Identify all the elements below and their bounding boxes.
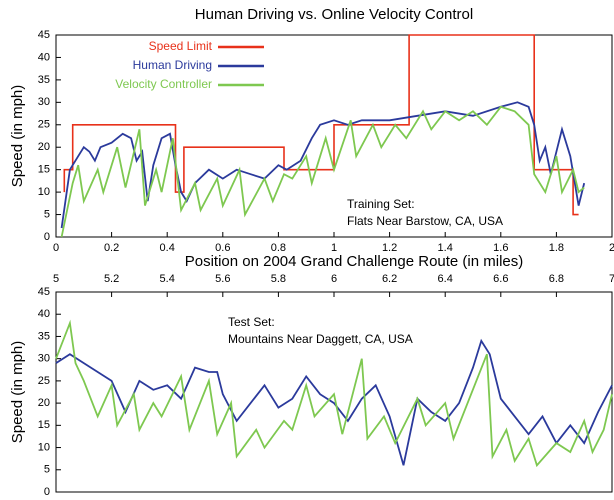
y-tick-label: 40 [38,51,50,63]
x-tick-label: 5.4 [160,273,175,285]
y-tick-label: 0 [44,231,50,243]
plot-frame [55,291,613,493]
y-tick-label: 25 [38,119,50,131]
x-tick-label: 0.2 [104,242,119,254]
y-tick-label: 10 [38,441,50,453]
legend-label: Speed Limit [149,39,213,53]
x-tick-label: 2 [609,242,614,254]
y-tick-label: 30 [38,353,50,365]
x-tick-label: 5 [53,273,59,285]
y-tick-label: 15 [38,164,50,176]
y-tick-label: 15 [38,419,50,431]
annotation: Mountains Near Daggett, CA, USA [228,332,413,346]
x-tick-label: 6 [331,273,337,285]
x-tick-label: 0 [53,242,59,254]
x-tick-label: 5.8 [271,273,286,285]
x-tick-label: 0.8 [271,242,286,254]
series-line [60,105,585,238]
x-tick-label: 1.8 [549,242,564,254]
y-axis-label: Speed (in mph) [9,85,26,188]
y-tick-label: 40 [38,308,50,320]
series-line [60,101,586,229]
legend-label: Human Driving [133,58,212,72]
series-line [55,319,613,468]
x-tick-label: 7 [609,273,614,285]
x-tick-label: 1.6 [493,242,508,254]
y-tick-label: 0 [44,486,50,498]
x-tick-label: 6.2 [382,273,397,285]
x-tick-label: 5.6 [215,273,230,285]
x-tick-label: 0.6 [215,242,230,254]
y-axis-label: Speed (in mph) [9,341,26,444]
x-tick-label: 1 [331,242,337,254]
annotation: Test Set: [228,315,275,329]
y-tick-label: 5 [44,208,50,220]
series-line [55,338,613,466]
annotation: Flats Near Barstow, CA, USA [347,214,503,228]
x-tick-label: 5.2 [104,273,119,285]
y-tick-label: 5 [44,464,50,476]
chart-title: Human Driving vs. Online Velocity Contro… [195,6,473,23]
x-axis-label: Position on 2004 Grand Challenge Route (… [185,253,524,270]
y-tick-label: 10 [38,186,50,198]
x-tick-label: 0.4 [160,242,175,254]
x-tick-label: 6.6 [493,273,508,285]
y-tick-label: 20 [38,141,50,153]
y-tick-label: 25 [38,375,50,387]
y-tick-label: 30 [38,96,50,108]
x-tick-label: 1.2 [382,242,397,254]
y-tick-label: 35 [38,74,50,86]
x-tick-label: 6.8 [549,273,564,285]
y-tick-label: 20 [38,397,50,409]
y-tick-label: 35 [38,330,50,342]
y-tick-label: 45 [38,286,50,298]
x-tick-label: 1.4 [438,242,453,254]
y-tick-label: 45 [38,29,50,41]
legend-label: Velocity Controller [115,77,212,91]
annotation: Training Set: [347,197,415,211]
x-tick-label: 6.4 [438,273,453,285]
